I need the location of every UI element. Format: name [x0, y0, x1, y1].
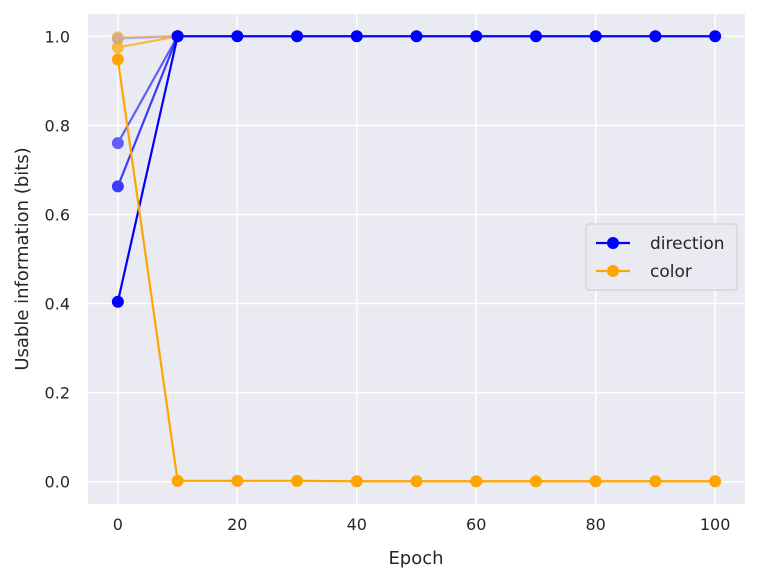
data-point: [470, 475, 483, 488]
y-tick-label: 0.0: [45, 473, 70, 492]
x-tick-label: 40: [347, 515, 367, 534]
series-color: [111, 53, 722, 488]
data-point: [171, 30, 184, 43]
legend-marker: [607, 265, 619, 277]
series-line: [117, 35, 178, 39]
data-point: [231, 30, 244, 43]
data-point: [470, 30, 483, 43]
x-tick-label: 20: [227, 515, 247, 534]
legend: direction color: [585, 223, 738, 291]
legend-label: color: [650, 262, 692, 282]
y-tick-label: 0.2: [45, 384, 70, 403]
data-point: [709, 475, 722, 488]
series-line: [117, 35, 178, 40]
data-point: [111, 41, 124, 54]
y-tick-labels: 0.0 0.2 0.4 0.6 0.8 1.0: [45, 27, 70, 491]
series-line: [116, 35, 179, 187]
legend-box: [585, 223, 738, 291]
y-tick-label: 0.8: [45, 116, 70, 135]
data-point: [350, 475, 363, 488]
series-layer: [111, 30, 722, 488]
x-axis-label: Epoch: [388, 548, 443, 569]
data-point: [111, 137, 124, 150]
y-tick-label: 0.6: [45, 205, 70, 224]
y-tick-label: 0.4: [45, 295, 70, 314]
data-point: [350, 30, 363, 43]
y-axis-label: Usable information (bits): [12, 147, 33, 370]
data-point: [111, 32, 124, 45]
x-tick-label: 80: [586, 515, 606, 534]
x-tick-label: 0: [113, 515, 123, 534]
x-tick-label: 60: [466, 515, 486, 534]
data-point: [529, 475, 542, 488]
data-point: [649, 475, 662, 488]
data-point: [171, 474, 184, 487]
y-tick-label: 1.0: [45, 27, 70, 46]
data-point: [410, 475, 423, 488]
data-point: [649, 30, 662, 43]
data-point: [291, 474, 304, 487]
data-point: [291, 30, 304, 43]
series-line: [117, 35, 178, 49]
legend-label: direction: [650, 234, 725, 254]
x-tick-labels: 0 20 40 60 80 100: [113, 515, 731, 534]
data-point: [111, 295, 124, 308]
legend-marker: [607, 237, 619, 249]
grid-lines: [88, 14, 745, 504]
data-point: [111, 31, 124, 44]
data-point: [111, 180, 124, 193]
series-direction: [111, 30, 722, 308]
data-point: [709, 30, 722, 43]
data-point: [589, 475, 602, 488]
data-point: [231, 474, 244, 487]
data-point: [529, 30, 542, 43]
data-point: [111, 53, 124, 66]
x-tick-label: 100: [700, 515, 731, 534]
data-point: [589, 30, 602, 43]
data-point: [410, 30, 423, 43]
